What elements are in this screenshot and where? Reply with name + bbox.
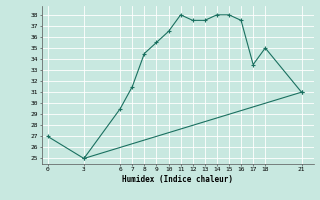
X-axis label: Humidex (Indice chaleur): Humidex (Indice chaleur): [122, 175, 233, 184]
